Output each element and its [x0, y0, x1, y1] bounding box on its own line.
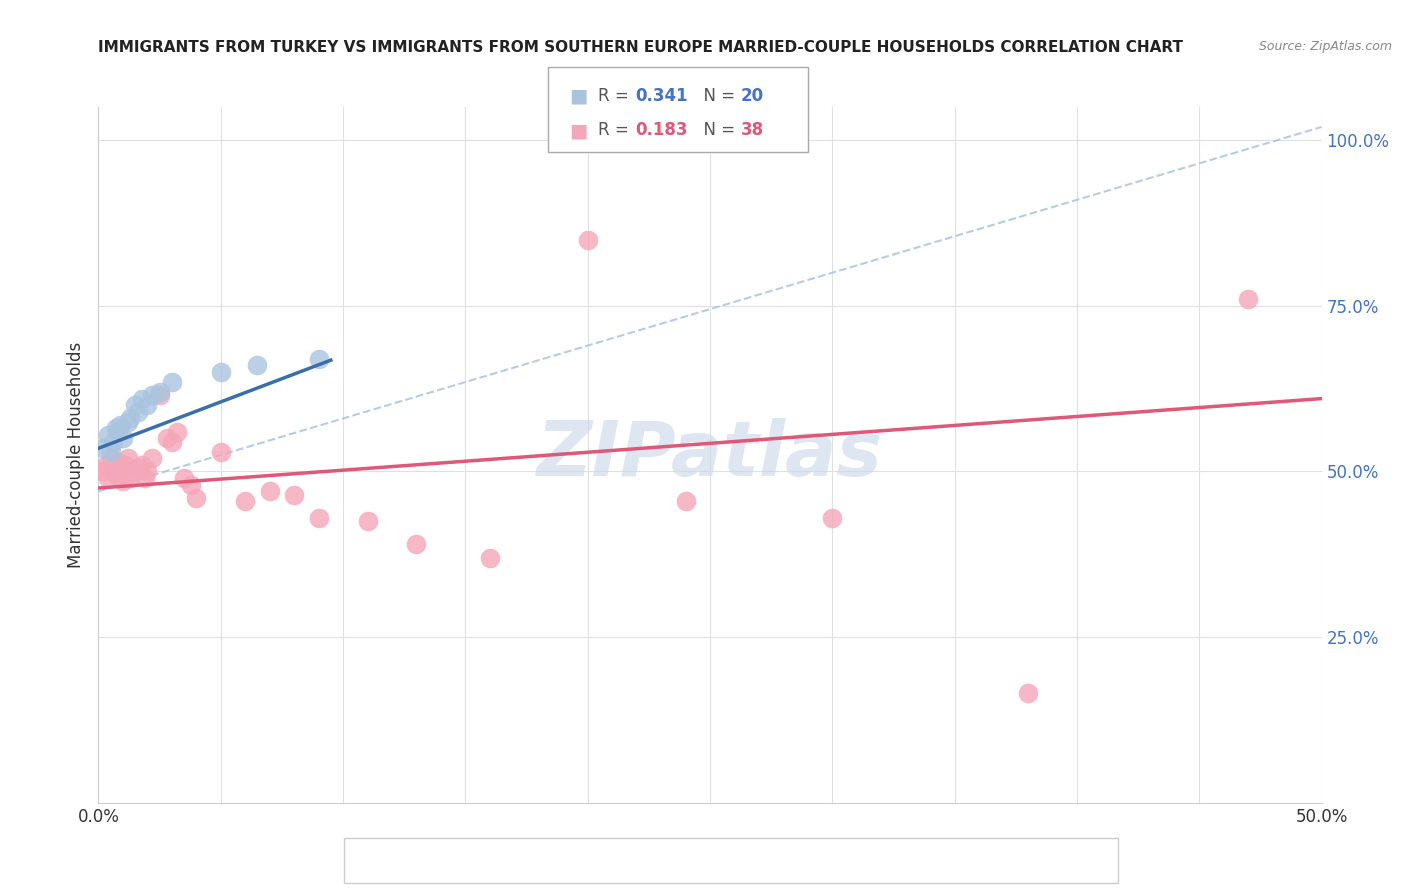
- Point: [259, 484, 281, 499]
- Point: [101, 434, 124, 449]
- Point: [136, 465, 159, 479]
- Text: ■: ■: [412, 851, 432, 871]
- Text: Immigrants from Turkey: Immigrants from Turkey: [485, 854, 668, 868]
- Point: [141, 388, 163, 402]
- Point: [283, 488, 305, 502]
- Point: [110, 465, 132, 479]
- Point: [111, 475, 134, 489]
- Point: [124, 398, 146, 412]
- Point: [821, 511, 844, 525]
- Point: [356, 514, 378, 528]
- Y-axis label: Married-couple Households: Married-couple Households: [66, 342, 84, 568]
- Point: [131, 392, 153, 406]
- Point: [104, 421, 127, 435]
- Point: [97, 428, 120, 442]
- Point: [114, 458, 136, 472]
- Point: [1237, 292, 1260, 306]
- Point: [478, 550, 501, 565]
- Point: [91, 442, 114, 456]
- Point: [166, 425, 188, 439]
- Point: [127, 405, 149, 419]
- Point: [156, 431, 179, 445]
- Text: IMMIGRANTS FROM TURKEY VS IMMIGRANTS FROM SOUTHERN EUROPE MARRIED-COUPLE HOUSEHO: IMMIGRANTS FROM TURKEY VS IMMIGRANTS FRO…: [98, 40, 1184, 55]
- Text: ■: ■: [569, 121, 588, 140]
- Point: [91, 465, 114, 479]
- Point: [233, 494, 256, 508]
- Text: R =: R =: [598, 121, 634, 139]
- Point: [104, 467, 127, 482]
- Point: [97, 471, 120, 485]
- Point: [117, 415, 139, 429]
- Point: [1017, 686, 1039, 700]
- Point: [110, 418, 132, 433]
- Point: [160, 375, 183, 389]
- Point: [134, 471, 156, 485]
- Text: N =: N =: [693, 87, 741, 104]
- Point: [107, 454, 129, 468]
- Point: [576, 233, 599, 247]
- Text: ZIPatlas: ZIPatlas: [537, 418, 883, 491]
- Point: [117, 451, 139, 466]
- Point: [101, 461, 124, 475]
- Point: [186, 491, 208, 505]
- Point: [149, 388, 172, 402]
- Point: [173, 471, 195, 485]
- Point: [160, 434, 183, 449]
- Point: [124, 465, 146, 479]
- Point: [308, 511, 330, 525]
- Point: [209, 365, 232, 379]
- Text: 20: 20: [741, 87, 763, 104]
- Point: [405, 537, 427, 551]
- Point: [246, 359, 269, 373]
- Text: ■: ■: [714, 851, 734, 871]
- Text: Source: ZipAtlas.com: Source: ZipAtlas.com: [1258, 40, 1392, 54]
- Point: [120, 471, 142, 485]
- Point: [94, 458, 117, 472]
- Point: [180, 477, 202, 491]
- Point: [131, 458, 153, 472]
- Text: 38: 38: [741, 121, 763, 139]
- Point: [100, 444, 122, 458]
- Text: Immigrants from Southern Europe: Immigrants from Southern Europe: [780, 854, 1042, 868]
- Text: 0.341: 0.341: [636, 87, 688, 104]
- Point: [107, 425, 129, 439]
- Point: [209, 444, 232, 458]
- Point: [100, 451, 122, 466]
- Text: 0.183: 0.183: [636, 121, 688, 139]
- Text: ■: ■: [569, 87, 588, 105]
- Text: N =: N =: [693, 121, 741, 139]
- Point: [675, 494, 697, 508]
- Point: [149, 384, 172, 399]
- Text: R =: R =: [598, 87, 634, 104]
- Point: [136, 398, 159, 412]
- Point: [141, 451, 163, 466]
- Point: [127, 461, 149, 475]
- Point: [111, 431, 134, 445]
- Point: [308, 351, 330, 366]
- Point: [120, 411, 142, 425]
